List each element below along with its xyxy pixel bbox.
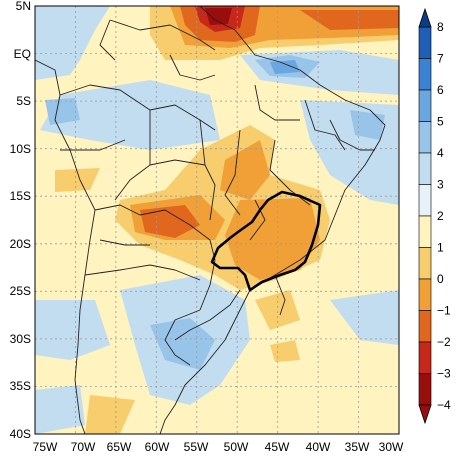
colorbar: 8 7 6 5 4 3 2 1 0 −1 −2 −3 −4 [418, 7, 451, 425]
map-frame [34, 5, 400, 435]
colorbar-bottom-arrow [418, 404, 432, 425]
lat-tick-label: 35S [10, 379, 31, 393]
colorbar-tick-label: −1 [437, 304, 451, 318]
political-borders [35, 6, 386, 434]
colorbar-cell [418, 278, 432, 311]
colorbar-tick-label: 8 [437, 20, 444, 34]
lat-tick-label: 5N [16, 0, 31, 13]
colorbar-cell [418, 26, 432, 59]
lon-tick-label: 45W [265, 440, 290, 454]
lat-tick-label: 20S [10, 237, 31, 251]
colorbar-cell [418, 89, 432, 122]
lat-tick-label: 40S [10, 427, 31, 441]
lon-tick-label: 40W [306, 440, 331, 454]
colorbar-cell [418, 310, 432, 343]
colorbar-labels: 8 7 6 5 4 3 2 1 0 −1 −2 −3 −4 [437, 20, 451, 412]
highlighted-region-outline [210, 190, 322, 292]
lat-tick-label: 30S [10, 332, 31, 346]
colorbar-cell [418, 184, 432, 217]
colorbar-tick-label: 7 [437, 52, 444, 66]
colorbar-cell [418, 341, 432, 374]
lon-tick-label: 60W [145, 440, 170, 454]
positive-anomaly-peak [270, 60, 300, 74]
gridlines [35, 6, 399, 434]
colorbar-tick-label: −4 [437, 398, 451, 412]
colorbar-tick-label: 1 [437, 241, 444, 255]
lon-tick-label: 55W [184, 440, 209, 454]
colorbar-cell [418, 247, 432, 280]
colorbar-tick-label: 6 [437, 83, 444, 97]
colorbar-tick-label: −2 [437, 335, 451, 349]
colorbar-tick-label: 4 [437, 146, 444, 160]
lon-tick-label: 30W [379, 440, 404, 454]
map-panel [35, 6, 399, 434]
lat-tick-label: 5S [16, 94, 31, 108]
colorbar-cell [418, 373, 432, 406]
latitude-axis: 5N EQ 5S 10S 15S 20S 25S 30S 35S 40S [10, 0, 31, 441]
negative-anomaly-peak [205, 8, 232, 25]
lon-tick-label: 50W [224, 440, 249, 454]
lon-tick-label: 35W [345, 440, 370, 454]
colorbar-tick-label: 0 [437, 272, 444, 286]
colorbar-cell [418, 215, 432, 248]
lat-tick-label: EQ [14, 47, 31, 61]
lon-tick-label: 65W [107, 440, 132, 454]
colorbar-cell [418, 121, 432, 154]
positive-anomaly-shading [35, 6, 399, 434]
colorbar-tick-label: 2 [437, 209, 444, 223]
colorbar-tick-label: 5 [437, 115, 444, 129]
colorbar-tick-label: 3 [437, 178, 444, 192]
colorbar-cell [418, 152, 432, 185]
lat-tick-label: 15S [10, 189, 31, 203]
lat-tick-label: 10S [10, 142, 31, 156]
positive-anomaly-core [45, 55, 385, 370]
longitude-axis: 75W 70W 65W 60W 55W 50W 45W 40W 35W 30W [33, 440, 404, 454]
colorbar-tick-label: −3 [437, 367, 451, 381]
lon-tick-label: 75W [33, 440, 58, 454]
lon-tick-label: 70W [71, 440, 96, 454]
colorbar-top-arrow [418, 7, 432, 28]
colorbar-cells [418, 26, 432, 406]
colorbar-cell [418, 58, 432, 91]
lat-tick-label: 25S [10, 284, 31, 298]
